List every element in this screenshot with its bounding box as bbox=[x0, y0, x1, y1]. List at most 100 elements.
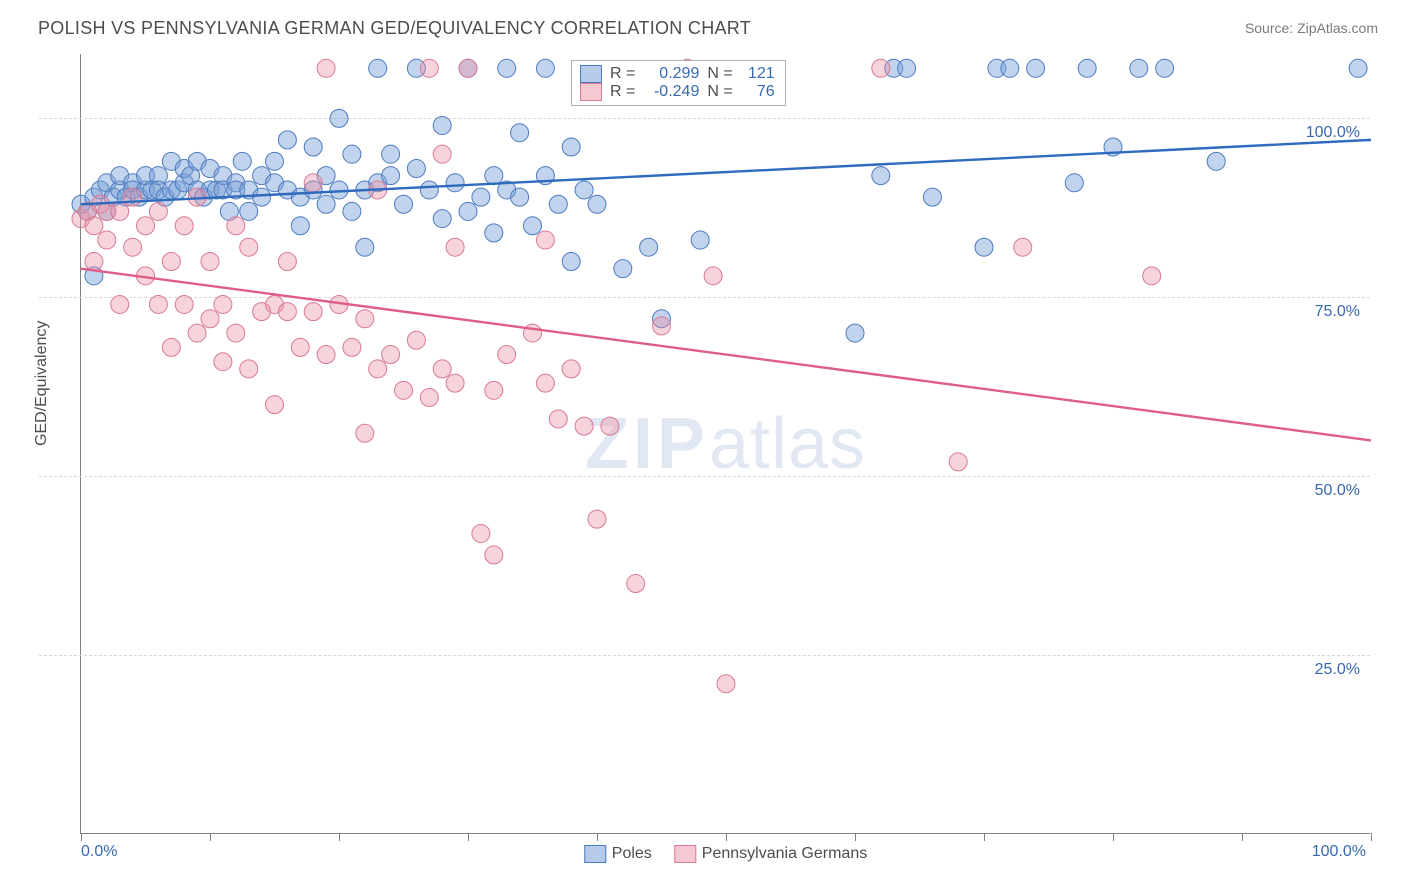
data-point bbox=[149, 202, 167, 220]
data-point bbox=[149, 295, 167, 313]
data-point bbox=[498, 59, 516, 77]
data-point bbox=[433, 360, 451, 378]
data-point bbox=[485, 224, 503, 242]
data-point bbox=[278, 253, 296, 271]
r-label: R = bbox=[610, 65, 635, 83]
data-point bbox=[472, 188, 490, 206]
data-point bbox=[433, 210, 451, 228]
r-label: R = bbox=[610, 83, 635, 101]
data-point bbox=[253, 188, 271, 206]
data-point bbox=[407, 331, 425, 349]
data-point bbox=[536, 59, 554, 77]
data-point bbox=[266, 152, 284, 170]
data-point bbox=[85, 217, 103, 235]
data-point bbox=[98, 231, 116, 249]
data-point bbox=[446, 374, 464, 392]
data-point bbox=[291, 217, 309, 235]
data-point bbox=[304, 303, 322, 321]
data-point bbox=[923, 188, 941, 206]
data-point bbox=[395, 381, 413, 399]
n-value-poles: 121 bbox=[741, 65, 775, 83]
data-point bbox=[1001, 59, 1019, 77]
data-point bbox=[330, 109, 348, 127]
scatter-svg bbox=[81, 54, 1370, 833]
x-tick bbox=[81, 833, 82, 841]
data-point bbox=[1143, 267, 1161, 285]
data-point bbox=[717, 675, 735, 693]
data-point bbox=[162, 338, 180, 356]
data-point bbox=[304, 138, 322, 156]
r-value-penn: -0.249 bbox=[643, 83, 699, 101]
x-tick bbox=[1113, 833, 1114, 841]
data-point bbox=[382, 167, 400, 185]
data-point bbox=[233, 152, 251, 170]
data-point bbox=[524, 217, 542, 235]
legend-item-penn: Pennsylvania Germans bbox=[674, 845, 867, 863]
data-point bbox=[201, 310, 219, 328]
data-point bbox=[898, 59, 916, 77]
data-point bbox=[485, 381, 503, 399]
legend-item-poles: Poles bbox=[584, 845, 652, 863]
data-point bbox=[1078, 59, 1096, 77]
data-point bbox=[446, 238, 464, 256]
data-point bbox=[1349, 59, 1367, 77]
data-point bbox=[459, 59, 477, 77]
data-point bbox=[343, 338, 361, 356]
trend-line bbox=[81, 140, 1371, 204]
data-point bbox=[846, 324, 864, 342]
data-point bbox=[137, 217, 155, 235]
data-point bbox=[278, 303, 296, 321]
x-tick bbox=[855, 833, 856, 841]
data-point bbox=[420, 388, 438, 406]
data-point bbox=[369, 360, 387, 378]
swatch-poles-icon bbox=[584, 845, 606, 863]
data-point bbox=[433, 145, 451, 163]
data-point bbox=[420, 59, 438, 77]
data-point bbox=[459, 202, 477, 220]
data-point bbox=[1065, 174, 1083, 192]
n-value-penn: 76 bbox=[741, 83, 775, 101]
data-point bbox=[872, 59, 890, 77]
series-legend: Poles Pennsylvania Germans bbox=[584, 845, 867, 863]
data-point bbox=[949, 453, 967, 471]
data-point bbox=[601, 417, 619, 435]
data-point bbox=[240, 360, 258, 378]
data-point bbox=[356, 424, 374, 442]
x-tick bbox=[597, 833, 598, 841]
data-point bbox=[124, 238, 142, 256]
data-point bbox=[201, 253, 219, 271]
data-point bbox=[188, 324, 206, 342]
data-point bbox=[343, 202, 361, 220]
data-point bbox=[317, 195, 335, 213]
data-point bbox=[704, 267, 722, 285]
data-point bbox=[317, 346, 335, 364]
data-point bbox=[278, 131, 296, 149]
correlation-legend: R = 0.299 N = 121 R = -0.249 N = 76 bbox=[571, 60, 786, 106]
data-point bbox=[640, 238, 658, 256]
data-point bbox=[536, 374, 554, 392]
data-point bbox=[549, 410, 567, 428]
data-point bbox=[575, 181, 593, 199]
data-point bbox=[588, 510, 606, 528]
x-tick bbox=[1242, 833, 1243, 841]
x-tick bbox=[1371, 833, 1372, 841]
data-point bbox=[356, 310, 374, 328]
swatch-penn-icon bbox=[580, 83, 602, 101]
data-point bbox=[356, 238, 374, 256]
data-point bbox=[369, 59, 387, 77]
data-point bbox=[382, 346, 400, 364]
data-point bbox=[420, 181, 438, 199]
x-axis-max-label: 100.0% bbox=[1312, 843, 1366, 861]
data-point bbox=[511, 188, 529, 206]
plot-area: ZIPatlas 25.0%50.0%75.0%100.0% R = 0.299… bbox=[80, 54, 1370, 834]
n-label: N = bbox=[707, 65, 732, 83]
data-point bbox=[304, 174, 322, 192]
swatch-poles-icon bbox=[580, 65, 602, 83]
data-point bbox=[872, 167, 890, 185]
data-point bbox=[614, 260, 632, 278]
data-point bbox=[395, 195, 413, 213]
data-point bbox=[240, 202, 258, 220]
data-point bbox=[562, 138, 580, 156]
source-label: Source: ZipAtlas.com bbox=[1245, 20, 1378, 36]
data-point bbox=[536, 231, 554, 249]
